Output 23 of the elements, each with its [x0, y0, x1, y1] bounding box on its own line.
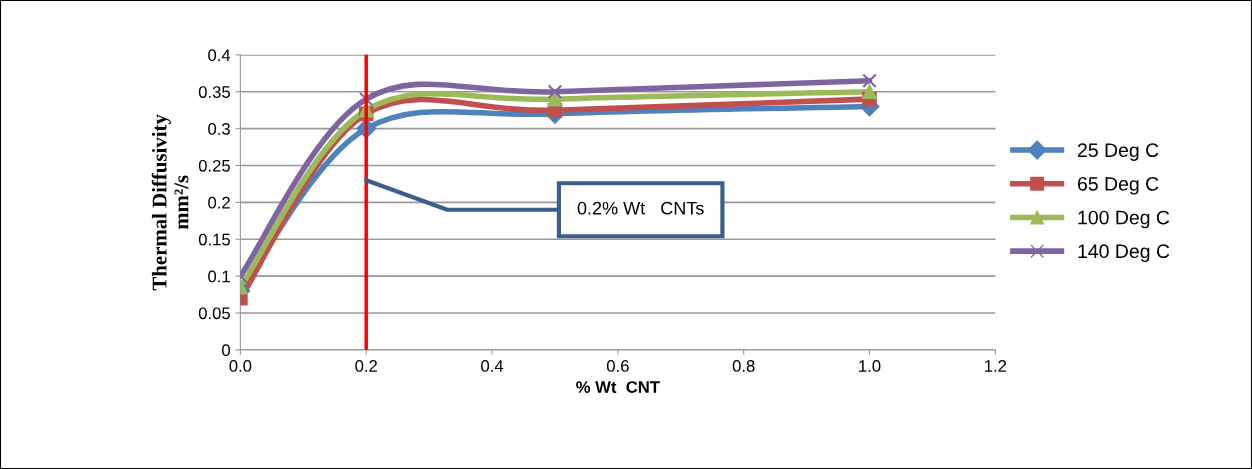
y-tick-label: 0.1: [208, 270, 230, 283]
x-tick-label: 0.4: [481, 360, 504, 372]
y-tick-label: 0: [222, 344, 231, 357]
y-tick-label: 0.25: [198, 159, 230, 172]
legend-label: 65 Deg C: [1077, 176, 1159, 195]
annotation: 0.2% Wt CNTs: [577, 201, 704, 215]
x-axis-title: % Wt CNT: [576, 381, 660, 393]
y-axis-title: Thermal Diffusivity mm²/s: [151, 114, 189, 291]
y-tick-label: 0.05: [198, 307, 230, 320]
y-tick-label: 0.2: [208, 196, 230, 209]
legend-label: 140 Deg C: [1078, 244, 1170, 262]
x-tick-label: 0.0: [229, 360, 252, 372]
y-tick-label: 0.15: [198, 233, 230, 246]
x-tick-label: 0.6: [606, 360, 629, 372]
x-tick-label: 1.0: [859, 360, 881, 372]
y-tick-label: 0.3: [208, 123, 230, 135]
x-tick-label: 1.2: [985, 360, 1007, 372]
x-tick-label: 0.2: [355, 360, 377, 372]
y-tick-label: 0.35: [198, 86, 230, 98]
legend-label: 25 Deg C: [1077, 143, 1159, 161]
x-tick-label: 0.8: [732, 360, 755, 372]
y-tick-label: 0.4: [208, 49, 231, 62]
legend-label: 100 Deg C: [1078, 210, 1170, 229]
